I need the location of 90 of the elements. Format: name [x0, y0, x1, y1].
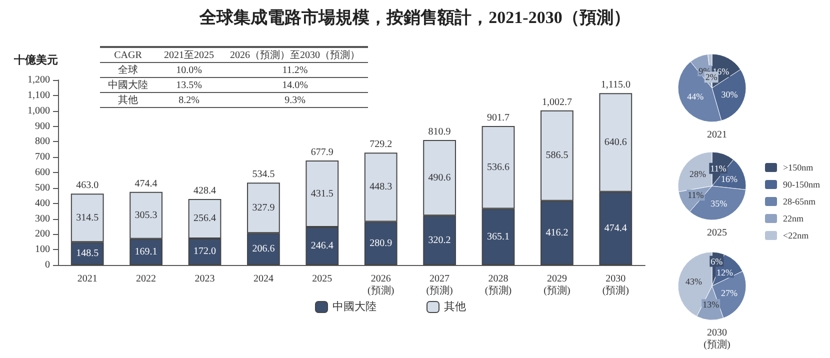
legend-label: 中國大陸: [332, 300, 376, 313]
text: 10.0%: [176, 64, 202, 76]
total-label: 1,002.7: [542, 96, 572, 108]
data-label: 13%: [702, 300, 720, 310]
total-label: 810.9: [428, 126, 451, 138]
data-label: 6%: [710, 256, 724, 266]
legend-label: >150nm: [783, 162, 814, 172]
x-tick-label: 2024: [253, 274, 274, 284]
data-label: 314.5: [76, 212, 99, 224]
total-label: 428.4: [194, 185, 216, 196]
data-label: 490.6: [428, 172, 451, 184]
y-tick-label: 900: [35, 120, 50, 132]
text: 全球: [118, 65, 138, 76]
y-tick-label: 1,100: [28, 90, 50, 101]
data-label: 365.1: [487, 231, 510, 242]
data-label: 28%: [689, 168, 706, 179]
y-tick-label: 400: [35, 198, 50, 209]
data-label: 43%: [686, 276, 703, 287]
data-label: 169.1: [134, 246, 158, 258]
legend-label: 22nm: [783, 214, 804, 224]
y-tick-label: 100: [35, 244, 50, 256]
legend-label: <22nm: [783, 230, 809, 240]
annotation: 8.2%: [156, 92, 222, 108]
data-label: 320.2: [428, 234, 451, 246]
data-label: 586.5: [546, 150, 568, 162]
data-label: 416.2: [546, 227, 568, 238]
total-label: 901.7: [487, 112, 510, 124]
data-label: 536.6: [487, 162, 510, 173]
x-tick-label: 2027 (預測): [426, 274, 453, 296]
x-tick-label: 2026 (預測): [368, 274, 394, 296]
chart-title: 全球集成電路市場規模，按銷售額計，2021-2030（預測）: [198, 8, 630, 27]
total-label: 463.0: [76, 180, 99, 192]
x-tick-label: 2029 (預測): [544, 274, 570, 296]
data-label: 35%: [710, 198, 728, 208]
text: CAGR: [114, 50, 142, 60]
total-label: 474.4: [134, 178, 158, 190]
y-tick-label: 0: [45, 260, 50, 270]
y-tick-label: 700: [35, 152, 50, 163]
legend-label: 90-150nm: [783, 180, 820, 190]
legend-label: 28-65nm: [783, 196, 816, 206]
data-label: 30%: [721, 90, 738, 100]
x-tick-label: 2030 (預測): [602, 274, 629, 296]
data-label: 12%: [716, 267, 734, 278]
annotation: 13.5%: [156, 78, 222, 92]
data-label: 474.4: [604, 222, 627, 234]
data-label: 431.5: [310, 188, 334, 200]
legend-label: 其他: [444, 300, 466, 313]
data-label: 305.3: [134, 210, 158, 221]
data-label: 44%: [687, 92, 704, 102]
y-tick-label: 800: [35, 136, 50, 148]
text: 2021至2025: [164, 50, 214, 61]
data-label: 2%: [705, 72, 718, 82]
text: 2021: [707, 130, 727, 140]
annotation: 14.0%: [222, 78, 368, 92]
total-label: 729.2: [370, 139, 392, 150]
text: 2030 (預測): [704, 328, 730, 350]
data-label: 206.6: [252, 244, 275, 255]
data-label: 280.9: [370, 238, 392, 249]
data-label: 172.0: [194, 246, 216, 258]
y-axis-title: 十億美元: [13, 54, 58, 66]
data-label: 148.5: [76, 248, 99, 260]
x-tick-label: 2023: [194, 274, 215, 284]
data-label: 11%: [688, 190, 704, 200]
text: 2026（預測）至2030（預測）: [230, 50, 360, 61]
total-label: 677.9: [310, 146, 334, 158]
data-label: 27%: [721, 288, 738, 298]
data-label: 11%: [710, 163, 727, 174]
annotation: 中國大陸: [100, 78, 156, 92]
text: 2025: [707, 228, 727, 238]
data-label: 256.4: [194, 213, 216, 224]
data-label: 327.9: [252, 202, 275, 214]
x-tick-label: 2025: [312, 274, 332, 284]
text: 11.2%: [282, 64, 308, 76]
annotation: 其他: [100, 92, 156, 108]
x-tick-label: 2021: [77, 274, 98, 284]
data-label: 16%: [721, 174, 738, 184]
data-label: 246.4: [310, 240, 334, 252]
y-tick-label: 500: [35, 182, 50, 194]
annotation: 9.3%: [222, 92, 368, 108]
y-tick-label: 1,000: [28, 105, 50, 116]
x-tick-label: 2022: [136, 274, 156, 284]
x-tick-label: 2028 (預測): [484, 274, 512, 296]
data-label: 448.3: [370, 182, 392, 193]
total-label: 1,115.0: [600, 80, 630, 91]
y-tick-label: 1,200: [28, 74, 50, 86]
y-tick-label: 600: [35, 167, 50, 178]
y-tick-label: 300: [35, 213, 50, 224]
data-label: 640.6: [604, 136, 627, 148]
total-label: 534.5: [252, 169, 275, 180]
y-tick-label: 200: [35, 228, 50, 240]
